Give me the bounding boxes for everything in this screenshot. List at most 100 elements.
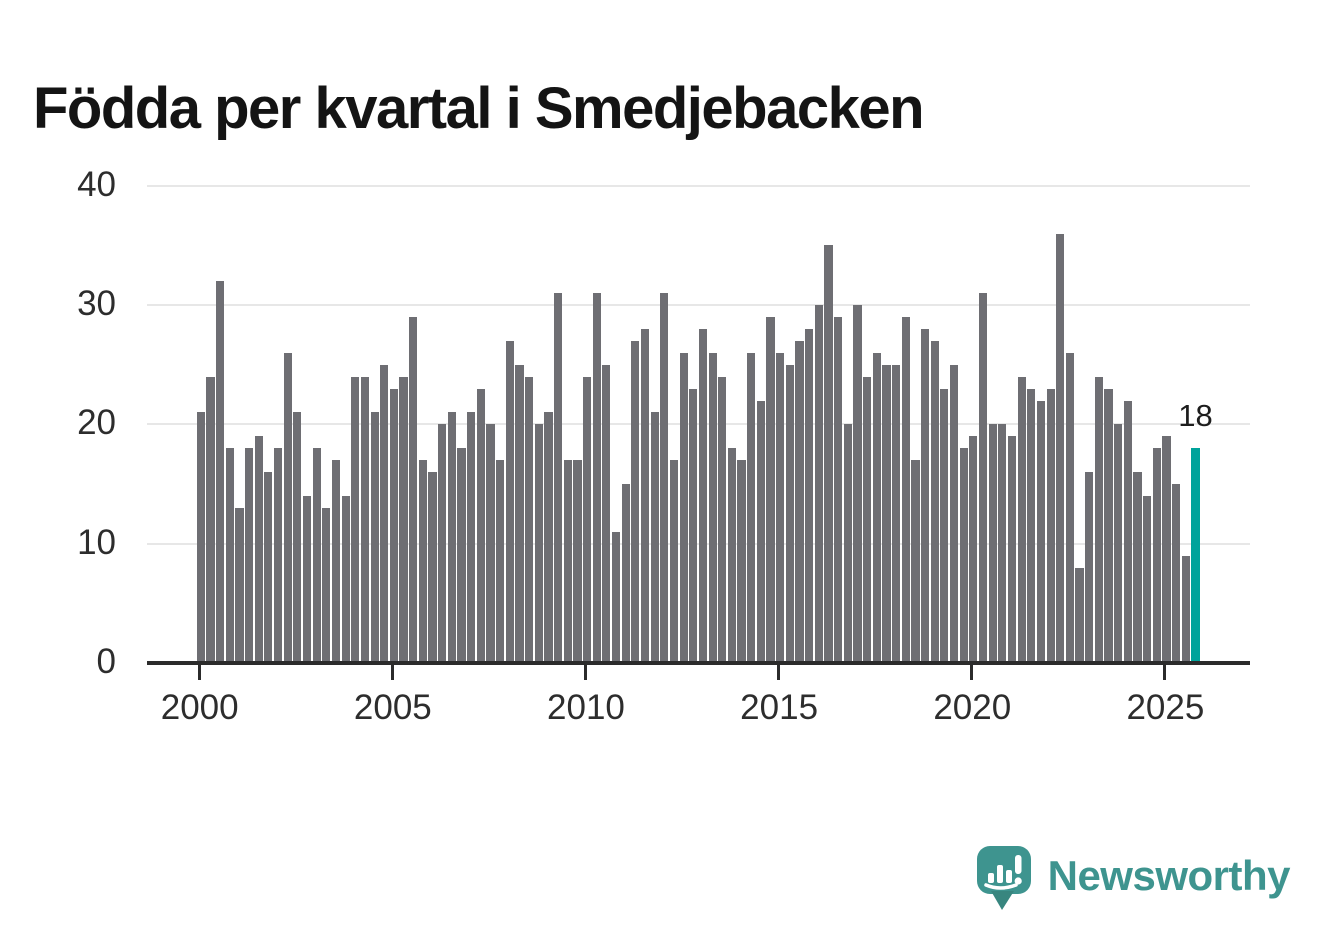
bar [1123, 400, 1132, 663]
bar [834, 317, 843, 663]
bar [1172, 484, 1181, 663]
bar [476, 388, 485, 663]
bar [428, 472, 437, 663]
bar [998, 424, 1007, 663]
bar [505, 340, 514, 663]
bar [525, 376, 534, 663]
brand-name: Newsworthy [1047, 852, 1291, 899]
bar [206, 376, 215, 663]
bar [814, 305, 823, 663]
bar [843, 424, 852, 663]
y-axis-tick-label: 20 [77, 403, 116, 443]
bar [872, 352, 881, 663]
bar [737, 460, 746, 663]
bar [1065, 352, 1075, 663]
bar [621, 484, 630, 663]
bar [399, 376, 408, 663]
bar [766, 317, 775, 663]
bar [660, 293, 669, 663]
y-axis-tick-label: 0 [96, 642, 116, 681]
bar [679, 352, 688, 663]
bar [718, 376, 727, 663]
bar [293, 412, 302, 663]
x-axis-tick [583, 665, 587, 680]
bar [756, 400, 765, 663]
x-axis-tick-label: 2000 [160, 688, 239, 727]
bar [650, 412, 659, 663]
bar [554, 293, 563, 663]
bar [360, 376, 370, 663]
bar [302, 495, 312, 663]
bar [795, 340, 804, 663]
x-axis-tick [777, 665, 781, 680]
bar [283, 352, 292, 663]
bar [1104, 388, 1113, 663]
x-axis-tick [1163, 665, 1167, 680]
bar [708, 352, 717, 663]
bar [1036, 400, 1046, 663]
bar [1152, 448, 1161, 663]
bar [225, 448, 234, 663]
bar [312, 448, 321, 663]
bar [978, 293, 988, 663]
bar [1162, 436, 1171, 663]
gridline [147, 184, 1250, 187]
bar [1017, 376, 1026, 663]
bar [1085, 472, 1094, 663]
x-axis-tick [970, 665, 974, 680]
bar [805, 328, 814, 663]
bar [389, 388, 399, 663]
bar [689, 388, 698, 663]
y-axis-tick-label: 40 [77, 164, 116, 204]
bar [949, 364, 959, 663]
bar [1114, 424, 1123, 663]
x-axis-tick-label: 2010 [547, 688, 625, 727]
y-axis-tick-label: 30 [77, 284, 116, 324]
x-axis-tick-label: 2020 [933, 688, 1012, 727]
bar [196, 412, 205, 663]
bar [698, 328, 708, 663]
bar [930, 340, 939, 663]
bar [582, 376, 592, 663]
bar [341, 495, 350, 663]
bar [254, 436, 263, 663]
bar [438, 424, 447, 663]
bar [447, 412, 456, 663]
bar [380, 364, 389, 663]
bar [785, 364, 794, 663]
highlight-value-label: 18 [1178, 398, 1213, 434]
bar [592, 293, 601, 663]
page-title: Födda per kvartal i Smedjebacken [33, 75, 925, 141]
bar [901, 317, 910, 663]
bar [409, 317, 418, 663]
bar [370, 412, 379, 663]
bar [727, 448, 737, 663]
brand-footer[interactable]: Newsworthy [976, 845, 1291, 911]
bar [467, 412, 476, 663]
bar [631, 340, 640, 663]
bar [496, 460, 505, 663]
newsworthy-logo-icon [976, 846, 1031, 910]
bar [969, 436, 978, 663]
bar [351, 376, 360, 663]
bar [776, 352, 785, 663]
gridline [147, 542, 1250, 545]
bar [1007, 436, 1017, 663]
bar [920, 328, 930, 663]
bar [602, 364, 611, 663]
bar [747, 352, 756, 663]
x-axis-tick-label: 2015 [740, 688, 819, 727]
bar [940, 388, 949, 663]
bar [515, 364, 524, 663]
bar [853, 305, 862, 663]
gridline [147, 423, 1250, 426]
bar [244, 448, 254, 663]
bar [911, 460, 920, 663]
bar [611, 531, 621, 663]
bar [1143, 495, 1152, 663]
x-axis-line [147, 661, 1250, 665]
bar [824, 245, 833, 663]
x-axis-tick [197, 665, 201, 680]
bar [486, 424, 495, 663]
